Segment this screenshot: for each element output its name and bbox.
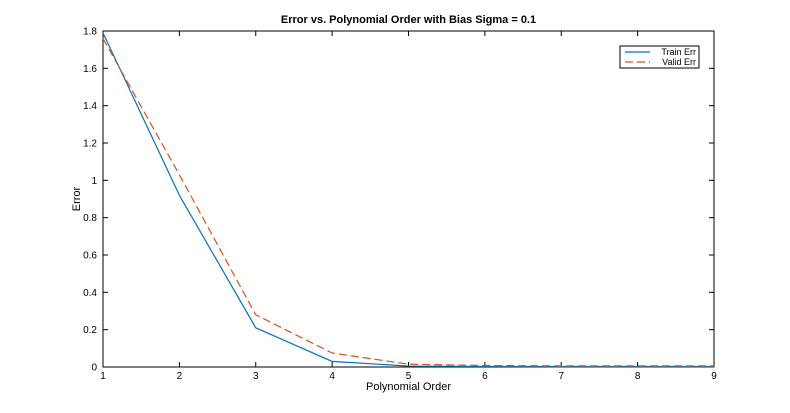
y-tick-label: 0.4: [83, 288, 97, 299]
y-tick-label: 1.4: [83, 101, 97, 112]
legend: Train Err Valid Err: [619, 45, 700, 69]
y-tick-label: 0.6: [83, 251, 97, 262]
series-line-train-err: [102, 32, 714, 368]
series-layer: [102, 32, 714, 368]
x-tick-label: 8: [635, 371, 641, 382]
legend-label-train-err: Train Err: [661, 47, 696, 57]
x-axis-ticks: 1 2 3 4 5 6 7 8 9: [100, 31, 717, 382]
x-tick-label: 4: [329, 371, 335, 382]
y-tick-label: 0.2: [83, 325, 97, 336]
y-tick-label: 0.8: [83, 213, 97, 224]
legend-label-valid-err: Valid Err: [662, 57, 696, 67]
y-tick-label: 0: [91, 363, 97, 374]
y-tick-label: 1: [91, 176, 97, 187]
chart-title: Error vs. Polynomial Order with Bias Sig…: [281, 14, 536, 26]
plot-area: [102, 30, 715, 368]
x-tick-label: 3: [253, 371, 259, 382]
y-tick-label: 1.6: [83, 64, 97, 75]
x-tick-label: 6: [482, 371, 488, 382]
series-line-valid-err: [102, 38, 714, 367]
x-tick-label: 9: [711, 371, 717, 382]
x-tick-label: 7: [558, 371, 564, 382]
x-tick-label: 5: [406, 371, 412, 382]
y-tick-label: 1.2: [83, 139, 97, 150]
x-tick-label: 1: [100, 371, 106, 382]
y-tick-label: 1.8: [83, 27, 97, 38]
y-axis-label: Error: [71, 186, 83, 211]
x-tick-label: 2: [177, 371, 183, 382]
x-axis-label: Polynomial Order: [366, 381, 451, 393]
